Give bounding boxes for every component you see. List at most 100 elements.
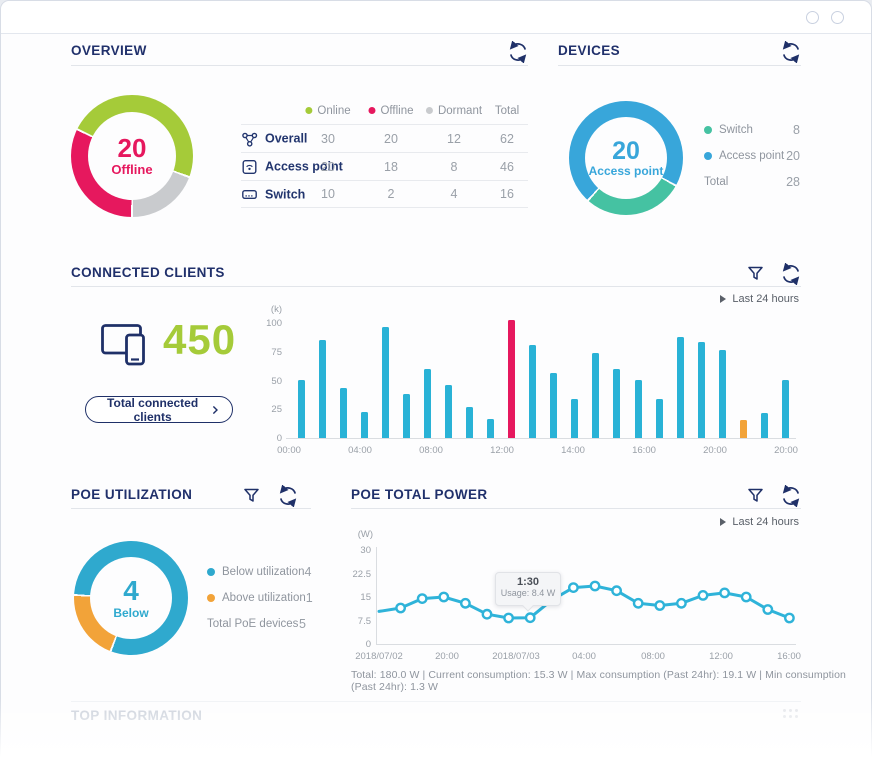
bar-chart-unit-label: (k) bbox=[270, 304, 282, 315]
bar bbox=[403, 394, 411, 438]
bar bbox=[466, 407, 474, 438]
devices-donut-label: Access point bbox=[588, 164, 664, 179]
poe-donut-chart: 4 Below bbox=[74, 541, 188, 655]
grid-menu-icon[interactable] bbox=[783, 709, 799, 719]
poe-power-filter-button[interactable] bbox=[744, 485, 766, 507]
line-chart-y-axis-line bbox=[376, 547, 377, 644]
cell-offline: 20 bbox=[384, 131, 398, 146]
clients-bar-chart bbox=[298, 317, 789, 438]
table-row-overall: Overall 30 20 12 62 bbox=[241, 124, 528, 152]
poe-donut-label: Below bbox=[113, 605, 149, 620]
bar bbox=[424, 369, 432, 438]
refresh-icon bbox=[782, 484, 800, 508]
refresh-icon bbox=[782, 262, 800, 286]
triangle-icon bbox=[720, 295, 727, 303]
y-tick-label: 100 bbox=[266, 318, 282, 329]
bar bbox=[613, 369, 621, 438]
line-chart-baseline bbox=[376, 644, 796, 645]
data-point-marker bbox=[460, 597, 471, 609]
bar bbox=[592, 353, 600, 438]
clients-refresh-button[interactable] bbox=[780, 262, 802, 286]
legend-item-switch: Switch 8 bbox=[704, 117, 800, 143]
bar bbox=[697, 341, 705, 438]
poe-power-range-selector[interactable]: Last 24 hours bbox=[720, 516, 799, 528]
bar bbox=[571, 399, 579, 438]
clients-range-selector[interactable]: Last 24 hours bbox=[720, 293, 799, 305]
data-point-marker bbox=[524, 612, 536, 624]
data-point-marker bbox=[762, 604, 774, 615]
total-clients-value: 450 bbox=[163, 316, 237, 363]
legend-item-total: Total 28 bbox=[704, 175, 800, 189]
data-point-marker bbox=[503, 612, 515, 624]
poe-util-refresh-button[interactable] bbox=[277, 484, 299, 508]
data-point-marker bbox=[719, 587, 730, 599]
tooltip-time: 1:30 bbox=[516, 576, 540, 588]
poe-total-power-divider bbox=[351, 508, 801, 509]
data-point-marker bbox=[481, 608, 493, 620]
legend-item-total-poe: Total PoE devices 5 bbox=[207, 617, 306, 631]
poe-util-filter-button[interactable] bbox=[240, 485, 262, 507]
x-tick-label: 14:00 bbox=[561, 445, 585, 456]
overview-divider bbox=[71, 65, 528, 66]
above-dot-icon bbox=[207, 594, 215, 602]
y-tick-label: 0 bbox=[365, 639, 371, 650]
total-connected-clients-button[interactable]: Total connected clients bbox=[85, 396, 233, 424]
poe-stats-line: Total: 180.0 W | Current consumption: 15… bbox=[351, 669, 846, 693]
poe-total-power-title: POE TOTAL POWER bbox=[351, 487, 488, 502]
overview-refresh-button[interactable] bbox=[507, 40, 529, 64]
poe-power-refresh-button[interactable] bbox=[780, 484, 802, 508]
bar bbox=[508, 319, 516, 438]
connected-clients-title: CONNECTED CLIENTS bbox=[71, 265, 225, 280]
poe-utilization-legend: Below utilization 4 Above utilization 1 … bbox=[207, 559, 313, 637]
overview-donut-chart: 20 Offline bbox=[71, 95, 193, 217]
devices-donut-value: 20 bbox=[612, 136, 640, 165]
overview-donut-label: Offline bbox=[111, 162, 153, 178]
y-tick-label: 22.5 bbox=[352, 569, 372, 580]
y-tick-label: 7.5 bbox=[357, 616, 371, 627]
y-tick-label: 50 bbox=[271, 376, 282, 387]
x-tick-label: 20:00 bbox=[435, 651, 459, 662]
x-tick-label: 20:00 bbox=[774, 445, 798, 456]
bar bbox=[298, 379, 305, 438]
data-point-marker bbox=[740, 591, 752, 603]
row-label: Switch bbox=[241, 186, 305, 203]
triangle-icon bbox=[720, 518, 727, 526]
bar bbox=[655, 399, 663, 438]
bar bbox=[739, 419, 747, 438]
y-tick-label: 30 bbox=[360, 545, 371, 556]
poe-donut-value: 4 bbox=[123, 575, 139, 607]
cell-online: 30 bbox=[321, 131, 335, 146]
data-point-marker bbox=[395, 602, 407, 614]
top-information-title: TOP INFORMATION bbox=[71, 708, 203, 723]
legend-item-access-point: Access point 20 bbox=[704, 143, 800, 169]
line-chart-unit-label: (W) bbox=[357, 529, 373, 540]
x-tick-label: 08:00 bbox=[419, 445, 443, 456]
devices-divider bbox=[558, 65, 801, 66]
chevron-right-icon bbox=[213, 405, 218, 414]
bar bbox=[760, 412, 768, 438]
data-point-marker bbox=[589, 580, 601, 592]
next-section-divider bbox=[71, 701, 801, 702]
window-control-icon[interactable] bbox=[806, 11, 819, 24]
cell-offline: 2 bbox=[387, 187, 395, 201]
devices-refresh-button[interactable] bbox=[780, 40, 802, 64]
window-titlebar bbox=[1, 1, 871, 34]
x-tick-label: 04:00 bbox=[348, 445, 372, 456]
x-tick-label: 16:00 bbox=[632, 445, 656, 456]
clients-filter-button[interactable] bbox=[744, 263, 766, 285]
poe-power-line-chart bbox=[377, 580, 795, 624]
below-dot-icon bbox=[207, 568, 215, 576]
legend-item-below: Below utilization 4 bbox=[207, 559, 311, 585]
data-point-marker bbox=[654, 600, 666, 611]
range-label: Last 24 hours bbox=[732, 293, 799, 305]
x-tick-label: 00:00 bbox=[277, 445, 301, 456]
switch-icon bbox=[242, 189, 257, 199]
window-control-icon[interactable] bbox=[831, 11, 844, 24]
tooltip-usage: Usage: 8.4 W bbox=[500, 588, 556, 598]
poe-donut-center: 4 Below bbox=[90, 557, 172, 639]
table-row-access-point: Access point 20 18 8 46 bbox=[241, 152, 528, 180]
poe-utilization-title: POE UTILIZATION bbox=[71, 487, 193, 502]
y-tick-label: 75 bbox=[271, 347, 282, 358]
table-row-switch: Switch 10 2 4 16 bbox=[241, 180, 528, 208]
